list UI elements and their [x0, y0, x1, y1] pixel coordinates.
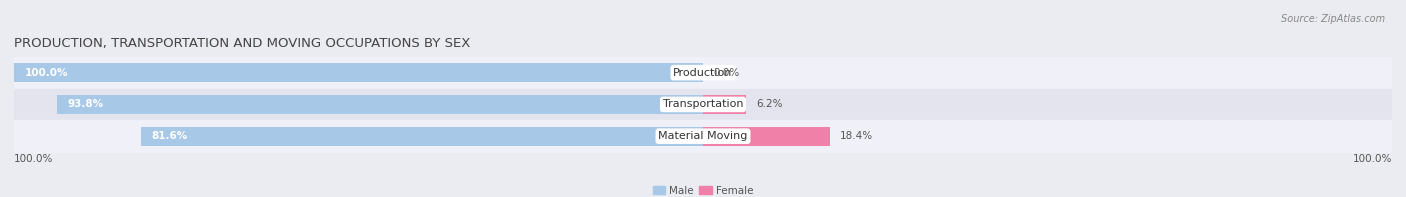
- Bar: [141, 127, 703, 146]
- Text: Transportation: Transportation: [662, 99, 744, 109]
- Text: Material Moving: Material Moving: [658, 131, 748, 141]
- Bar: [14, 57, 1392, 88]
- Legend: Male, Female: Male, Female: [648, 181, 758, 197]
- Text: 0.0%: 0.0%: [713, 68, 740, 78]
- Text: 100.0%: 100.0%: [1353, 154, 1392, 164]
- Text: 18.4%: 18.4%: [841, 131, 873, 141]
- Text: 100.0%: 100.0%: [24, 68, 67, 78]
- Text: 81.6%: 81.6%: [152, 131, 187, 141]
- Bar: [703, 95, 745, 114]
- Bar: [14, 63, 703, 82]
- Text: Source: ZipAtlas.com: Source: ZipAtlas.com: [1281, 14, 1385, 24]
- Text: 100.0%: 100.0%: [14, 154, 53, 164]
- Bar: [14, 120, 1392, 152]
- Bar: [703, 127, 830, 146]
- Text: PRODUCTION, TRANSPORTATION AND MOVING OCCUPATIONS BY SEX: PRODUCTION, TRANSPORTATION AND MOVING OC…: [14, 37, 471, 50]
- Text: 6.2%: 6.2%: [756, 99, 783, 109]
- Text: 93.8%: 93.8%: [67, 99, 103, 109]
- Bar: [56, 95, 703, 114]
- Text: Production: Production: [673, 68, 733, 78]
- Bar: [14, 88, 1392, 120]
